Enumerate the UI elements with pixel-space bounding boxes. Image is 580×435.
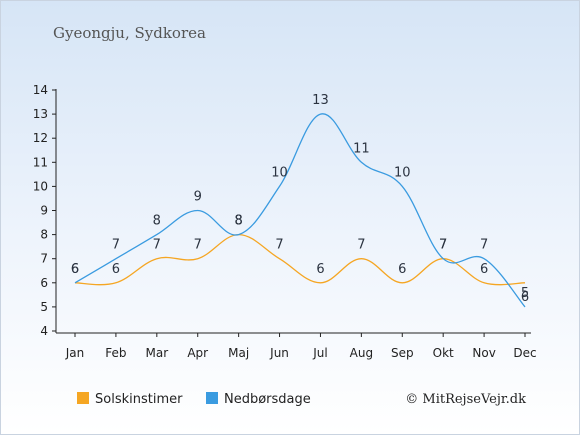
data-label-nedborsdage: 13 bbox=[312, 93, 329, 108]
copyright-text: © MitRejseVejr.dk bbox=[405, 392, 526, 407]
x-tick-label: Aug bbox=[350, 346, 373, 360]
x-tick-label: Jan bbox=[65, 346, 85, 360]
data-label-nedborsdage: 8 bbox=[234, 214, 242, 229]
y-tick-label: 14 bbox=[33, 83, 48, 97]
y-tick-label: 8 bbox=[40, 228, 48, 242]
x-tick-label: Sep bbox=[391, 346, 414, 360]
x-tick-label: Feb bbox=[105, 346, 126, 360]
y-tick-label: 4 bbox=[40, 324, 48, 338]
data-label-nedborsdage: 6 bbox=[71, 262, 79, 277]
legend-swatch-solskinstimer bbox=[77, 392, 89, 404]
data-label-nedborsdage: 7 bbox=[439, 238, 447, 253]
data-label-nedborsdage: 9 bbox=[194, 190, 202, 205]
y-tick-label: 7 bbox=[40, 252, 48, 266]
x-tick-label: Dec bbox=[513, 346, 536, 360]
y-tick-label: 12 bbox=[33, 131, 48, 145]
data-label-solskinstimer: 6 bbox=[112, 262, 120, 277]
data-label-solskinstimer: 8 bbox=[234, 214, 242, 229]
data-label-nedborsdage: 7 bbox=[480, 238, 488, 253]
data-label-solskinstimer: 7 bbox=[357, 238, 365, 253]
data-label-nedborsdage: 10 bbox=[271, 165, 288, 180]
x-tick-label: Nov bbox=[472, 346, 495, 360]
series-line-solskinstimer bbox=[74, 233, 526, 286]
data-label-solskinstimer: 6 bbox=[316, 262, 324, 277]
chart-title: Gyeongju, Sydkorea bbox=[53, 24, 206, 42]
data-label-solskinstimer: 6 bbox=[480, 262, 488, 277]
x-tick-label: Okt bbox=[433, 346, 454, 360]
y-tick-label: 10 bbox=[33, 179, 48, 193]
data-label-nedborsdage: 11 bbox=[353, 141, 370, 156]
x-tick-label: Maj bbox=[228, 346, 249, 360]
legend-swatch-nedborsdage bbox=[206, 392, 218, 404]
x-tick-label: Jun bbox=[269, 346, 289, 360]
y-tick-label: 11 bbox=[33, 155, 48, 169]
data-label-solskinstimer: 7 bbox=[439, 238, 447, 253]
x-tick-label: Apr bbox=[187, 346, 208, 360]
legend-label-nedborsdage: Nedbørsdage bbox=[224, 392, 311, 407]
data-label-solskinstimer: 6 bbox=[398, 262, 406, 277]
data-label-solskinstimer: 6 bbox=[71, 262, 79, 277]
data-label-solskinstimer: 6 bbox=[521, 290, 529, 305]
y-tick-label: 5 bbox=[40, 300, 48, 314]
data-label-solskinstimer: 7 bbox=[275, 238, 283, 253]
x-tick-label: Mar bbox=[145, 346, 168, 360]
series-lines bbox=[74, 113, 526, 308]
y-tick-label: 9 bbox=[40, 204, 48, 218]
legend-label-solskinstimer: Solskinstimer bbox=[95, 392, 183, 407]
y-tick-label: 13 bbox=[33, 107, 48, 121]
data-label-nedborsdage: 8 bbox=[153, 214, 161, 229]
data-label-nedborsdage: 7 bbox=[112, 238, 120, 253]
data-label-nedborsdage: 5 bbox=[521, 286, 529, 301]
x-tick-label: Jul bbox=[312, 346, 327, 360]
data-label-solskinstimer: 7 bbox=[194, 238, 202, 253]
series-line-nedborsdage bbox=[74, 113, 526, 308]
data-label-nedborsdage: 10 bbox=[394, 165, 411, 180]
y-tick-label: 6 bbox=[40, 276, 48, 290]
data-label-solskinstimer: 7 bbox=[153, 238, 161, 253]
